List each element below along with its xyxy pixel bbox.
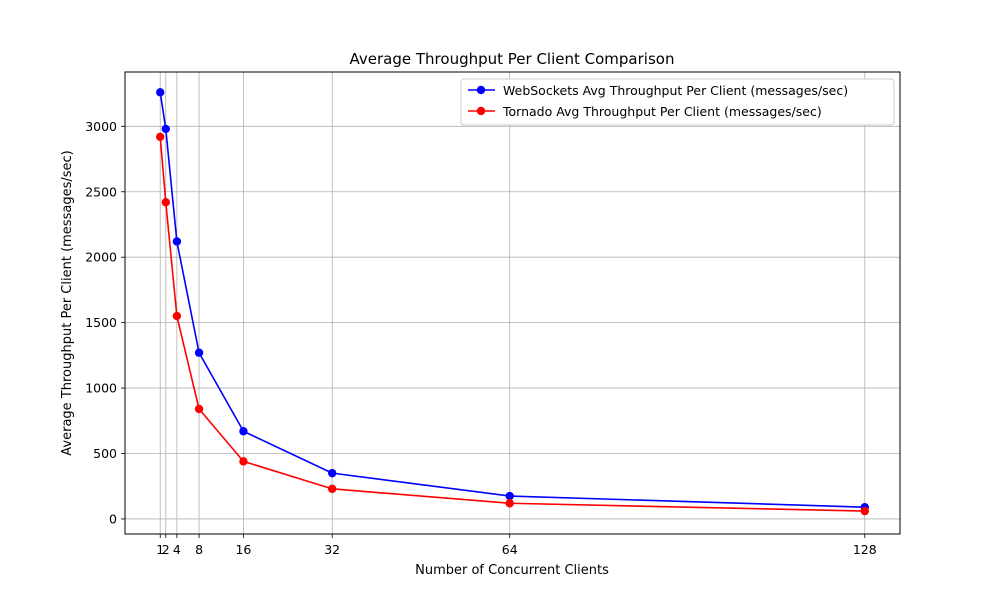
x-tick-label: 1 [156, 542, 164, 557]
y-tick-label: 1000 [85, 381, 117, 396]
series-points [156, 88, 869, 516]
x-axis-label: Number of Concurrent Clients [415, 563, 609, 578]
legend-box [460, 78, 895, 126]
y-tick-label: 2500 [85, 184, 117, 199]
data-point-0 [239, 427, 248, 436]
grid-lines [125, 72, 900, 534]
y-tick-label: 0 [109, 511, 117, 526]
data-point-1 [239, 457, 248, 466]
data-point-1 [161, 198, 170, 207]
plot-frame [124, 71, 901, 535]
y-tick-label: 3000 [85, 119, 117, 134]
y-tick-label: 1500 [85, 315, 117, 330]
x-tick-label: 32 [324, 542, 340, 557]
legend-label-tornado: Tornado Avg Throughput Per Client (messa… [502, 104, 822, 119]
data-point-1 [156, 132, 165, 141]
legend-marker-tornado [476, 106, 486, 116]
data-point-0 [194, 348, 204, 357]
legend-label-websockets: WebSockets Avg Throughput Per Client (me… [503, 83, 848, 98]
legend-marker-websockets [476, 85, 486, 95]
data-point-1 [860, 506, 869, 516]
data-point-0 [172, 237, 182, 246]
legend: WebSockets Avg Throughput Per Client (me… [460, 78, 895, 126]
data-point-1 [194, 404, 204, 414]
x-tick-label: 64 [502, 542, 518, 557]
data-point-0 [161, 124, 170, 134]
data-point-0 [156, 88, 165, 97]
y-axis-ticks: 0 500 1000 1500 2000 2500 3000 [85, 119, 125, 526]
x-tick-label: 4 [173, 542, 181, 557]
y-axis-label: Average Throughput Per Client (messages/… [60, 150, 75, 455]
chart-title: Average Throughput Per Client Comparison [350, 50, 675, 68]
series-line-0 [159, 92, 865, 508]
data-point-1 [505, 499, 514, 508]
data-point-0 [505, 491, 514, 501]
x-axis-ticks: 12 4 8 16 32 64 128 [156, 534, 877, 557]
x-tick-label: 128 [853, 542, 877, 557]
series-lines [159, 92, 865, 512]
y-tick-label: 2000 [85, 250, 117, 265]
x-tick-label: 8 [195, 542, 203, 557]
data-point-1 [172, 311, 182, 321]
series-line-1 [159, 136, 865, 512]
data-point-0 [328, 468, 337, 478]
x-tick-label: 2 [162, 542, 170, 557]
data-point-1 [328, 484, 337, 494]
y-tick-label: 500 [93, 446, 117, 461]
x-tick-label: 16 [235, 542, 251, 557]
